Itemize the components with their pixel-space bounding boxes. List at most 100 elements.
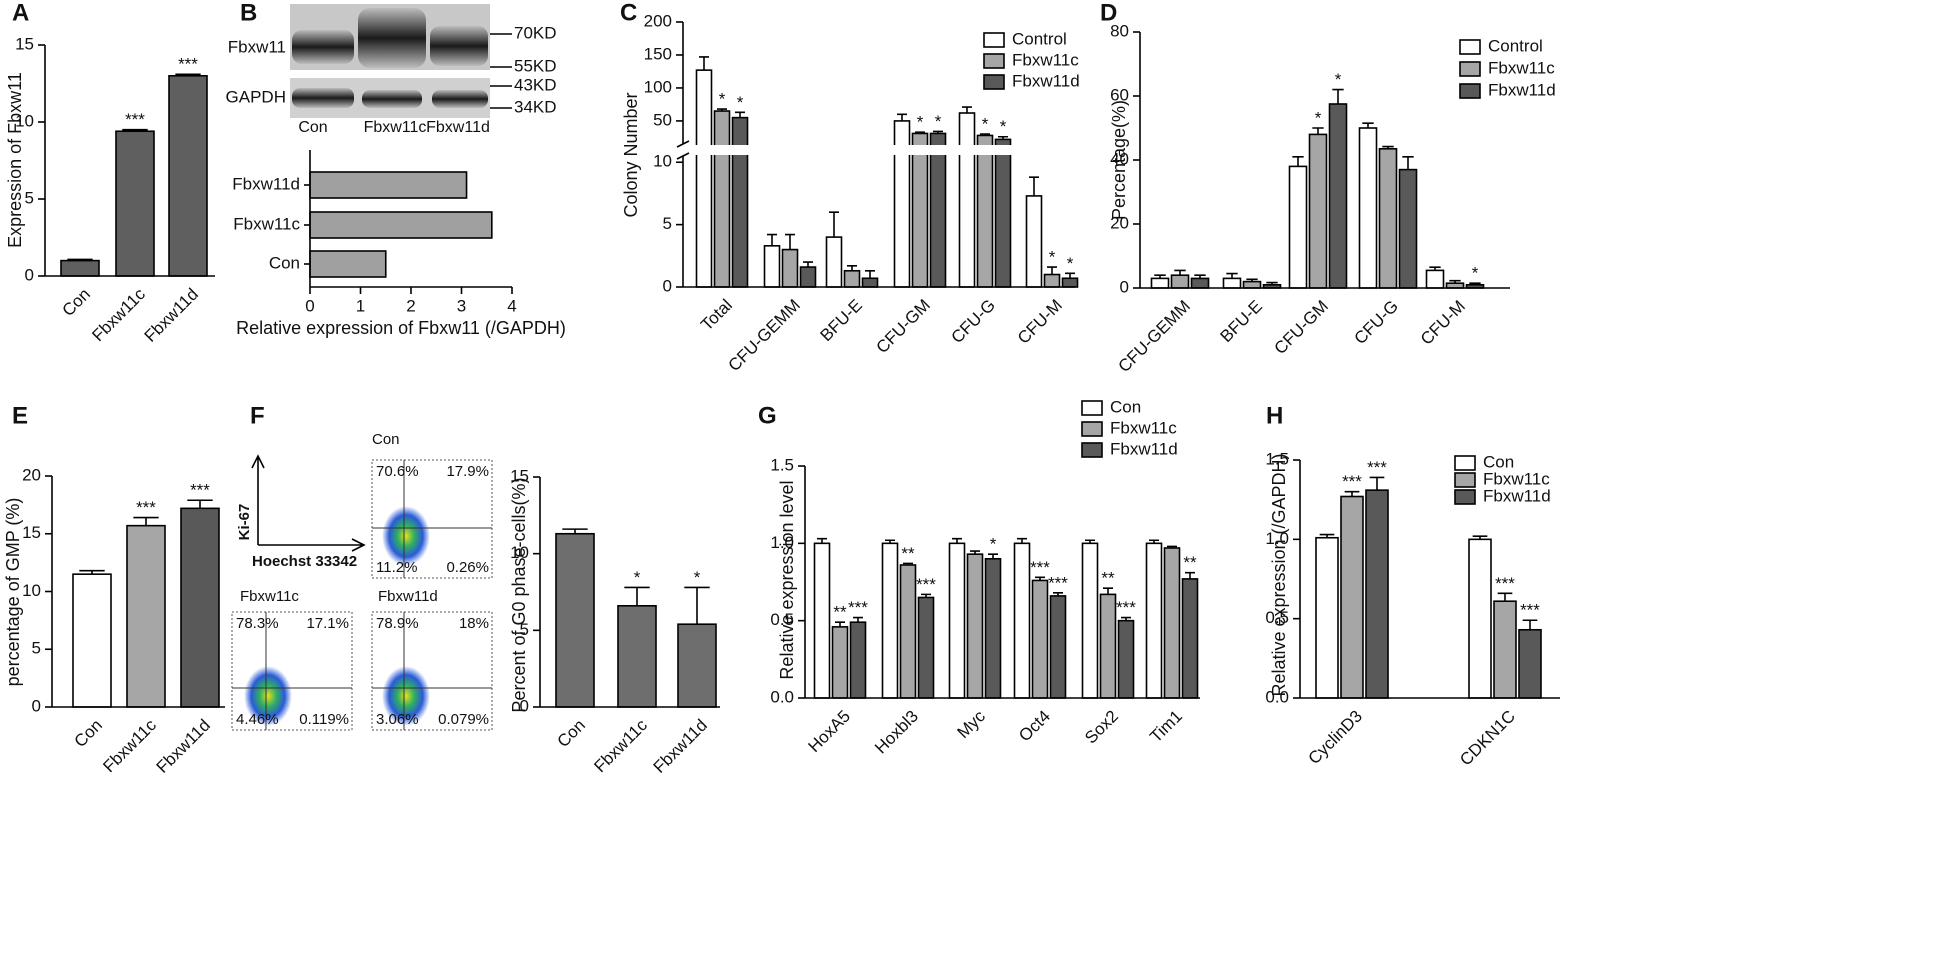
- x-tick-label: BFU-E: [817, 296, 866, 345]
- bar: [881, 542, 899, 699]
- error-bar: [624, 586, 650, 606]
- lane-label: Con: [298, 119, 327, 136]
- error-bar: [187, 499, 213, 509]
- legend-label: Fbxw11c: [1110, 418, 1177, 437]
- legend-label: Con: [1483, 452, 1514, 471]
- significance: *: [935, 112, 942, 131]
- error-bar: [970, 550, 980, 555]
- x-tick-label: BFU-E: [1217, 297, 1266, 346]
- blot-row-label: GAPDH: [226, 87, 286, 106]
- y-axis-label: Expression of Fbxw11: [5, 72, 25, 248]
- x-tick-label: 0: [305, 296, 314, 315]
- bar: [713, 110, 731, 288]
- y-tick-label: Fbxw11d: [232, 174, 300, 193]
- panel-letter: H: [1266, 402, 1283, 429]
- significance: ***: [1116, 598, 1136, 617]
- bar: [1340, 495, 1364, 699]
- bar: [1150, 277, 1170, 289]
- x-tick-label: Fbxw11c: [99, 715, 160, 776]
- flow-population: [382, 506, 430, 566]
- y-tick-label: Con: [269, 253, 300, 272]
- x-tick-label: Fbxw11d: [153, 716, 214, 777]
- bar: [929, 132, 947, 288]
- y-tick-label: 10: [22, 581, 41, 600]
- panel-letter: D: [1100, 0, 1117, 26]
- significance: ***: [848, 598, 868, 617]
- bar: [72, 573, 112, 708]
- bar: [813, 542, 831, 699]
- y-axis-label: Relative expression (/GAPDH): [1269, 453, 1289, 696]
- y-tick-label: 20: [22, 465, 41, 484]
- legend-swatch: [1459, 61, 1481, 77]
- y-axis-label: percentage of GMP (%): [3, 498, 23, 687]
- significance: **: [1101, 569, 1115, 588]
- blot-row-label: Fbxw11: [228, 37, 286, 56]
- legend-label: Fbxw11d: [1012, 71, 1080, 90]
- error-bar: [1103, 587, 1113, 595]
- error-bar: [767, 233, 777, 246]
- legend-label: Fbxw11d: [1488, 80, 1556, 99]
- bar: [309, 171, 468, 199]
- x-tick-label: CFU-GEMM: [1114, 297, 1194, 377]
- error-bar: [699, 56, 709, 71]
- flow-title: Fbxw11c: [240, 588, 299, 605]
- y-tick-label: 80: [1110, 21, 1129, 40]
- significance: *: [990, 535, 997, 554]
- bar: [1425, 269, 1445, 289]
- error-bar: [817, 537, 827, 544]
- bar: [1081, 542, 1099, 699]
- y-tick-label: 150: [644, 44, 672, 63]
- blot-band: [358, 8, 426, 68]
- error-bar: [803, 261, 813, 268]
- bar: [1518, 628, 1542, 699]
- error-bar: [1312, 127, 1324, 135]
- x-tick-label: 3: [457, 296, 466, 315]
- legend-label: Fbxw11c: [1483, 469, 1550, 488]
- axis-arrow: [251, 454, 366, 552]
- y-tick-label: 15: [15, 34, 34, 53]
- x-tick-label: 4: [507, 296, 516, 315]
- bar: [617, 604, 657, 708]
- panel-letter: B: [240, 0, 257, 26]
- error-bar: [1369, 476, 1385, 491]
- legend-label: Fbxw11d: [1110, 439, 1178, 458]
- quadrant-label: 11.2%: [376, 559, 417, 576]
- error-bar: [79, 569, 105, 575]
- bar: [180, 507, 220, 708]
- significance: *: [1049, 248, 1056, 267]
- western-blot: [290, 4, 490, 118]
- x-tick-label: Myc: [954, 706, 990, 742]
- blot-band: [362, 90, 422, 108]
- y-tick-label: 10: [15, 111, 34, 130]
- error-bar: [1449, 279, 1461, 284]
- bar: [1242, 280, 1262, 289]
- error-bar: [915, 131, 925, 134]
- x-tick-label: Hoxbl3: [871, 707, 922, 758]
- error-bar: [1292, 156, 1304, 167]
- y-tick-label: 1.5: [770, 455, 794, 474]
- bar: [911, 132, 929, 288]
- x-tick-label: CDKN1C: [1456, 707, 1519, 770]
- y-tick-label: 5: [663, 214, 672, 233]
- bar: [1043, 273, 1061, 288]
- blot-band: [292, 88, 354, 108]
- bar: [899, 564, 917, 699]
- quadrant-label: 4.46%: [236, 711, 279, 728]
- significance: *: [1472, 264, 1479, 283]
- error-bar: [1121, 616, 1131, 621]
- error-bar: [1174, 269, 1186, 276]
- error-bar: [562, 528, 588, 534]
- panel-letter: F: [250, 402, 265, 429]
- significance: *: [1315, 108, 1322, 127]
- bar: [1099, 593, 1117, 699]
- x-tick-label: Con: [554, 716, 589, 751]
- axis-break: [671, 145, 1075, 155]
- x-tick-label: Con: [71, 716, 106, 751]
- significance: *: [634, 568, 641, 587]
- error-bar: [67, 258, 93, 261]
- error-bar: [1266, 281, 1278, 285]
- x-tick-label: CFU-GEMM: [724, 296, 804, 376]
- bar: [309, 211, 493, 239]
- panel-letter: G: [758, 402, 777, 429]
